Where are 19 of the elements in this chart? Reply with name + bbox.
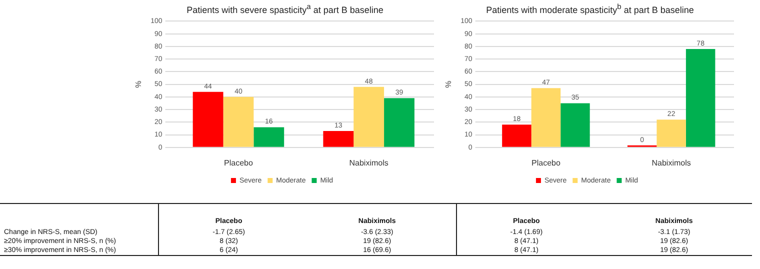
y-axis-title: % bbox=[134, 80, 144, 88]
bar bbox=[354, 86, 384, 147]
x-tick-label: Nabiximols bbox=[349, 158, 388, 168]
bar bbox=[656, 120, 686, 147]
x-tick-label: Nabiximols bbox=[652, 158, 691, 168]
bar bbox=[502, 124, 532, 147]
bar bbox=[192, 92, 224, 147]
bar bbox=[323, 130, 354, 147]
bar bbox=[560, 103, 590, 147]
x-tick-label: Placebo bbox=[224, 158, 254, 168]
chart-title: Patients with severe spasticity$^{a}$ at part B baseline bbox=[186, 1, 384, 15]
bar bbox=[686, 48, 716, 147]
x-tick-label: Placebo bbox=[532, 158, 561, 168]
y-axis-title: % bbox=[444, 80, 454, 88]
bar bbox=[223, 96, 254, 147]
bar bbox=[531, 88, 561, 147]
bar bbox=[384, 98, 414, 147]
bar bbox=[254, 127, 284, 147]
chart-title: Patients with moderate spasticity$^{b}$ at part B baseline bbox=[485, 1, 695, 15]
